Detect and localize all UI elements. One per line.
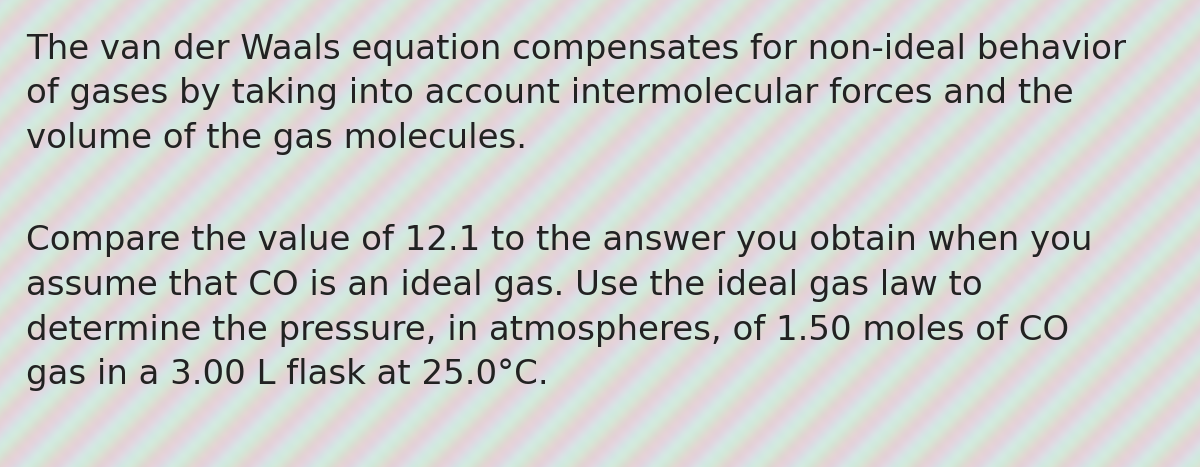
Text: Compare the value of 12.1 to the answer you obtain when you
assume that CO is an: Compare the value of 12.1 to the answer … <box>26 224 1093 391</box>
Text: The van der Waals equation compensates for non-ideal behavior
of gases by taking: The van der Waals equation compensates f… <box>26 33 1127 155</box>
